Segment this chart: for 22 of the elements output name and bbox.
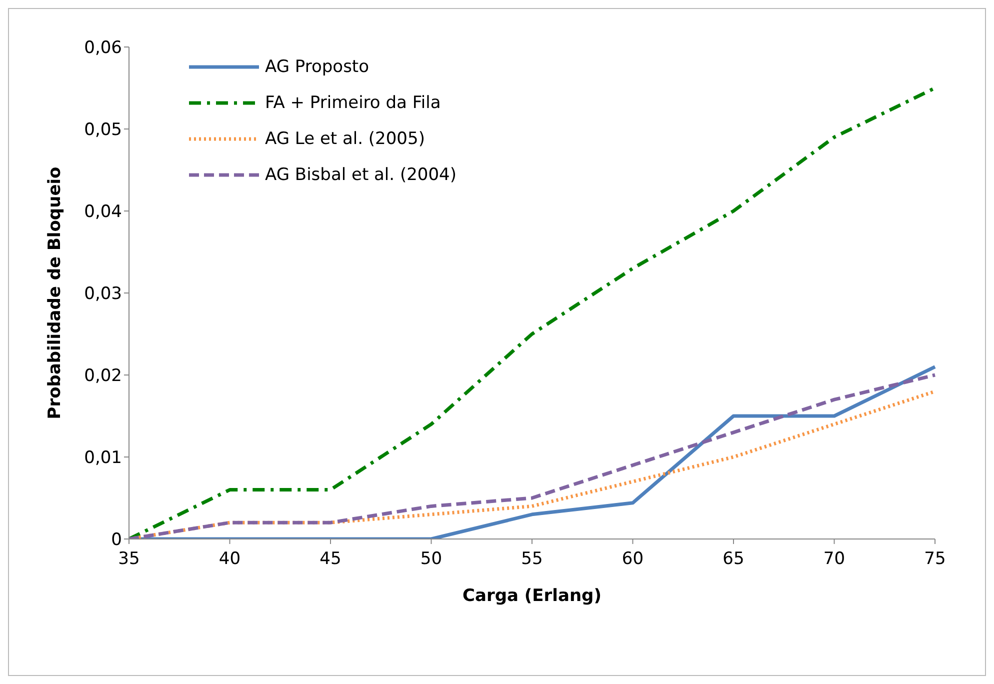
x-tick-label: 35 bbox=[118, 549, 140, 570]
y-tick-label: 0,06 bbox=[84, 38, 122, 58]
x-axis-title: Carga (Erlang) bbox=[462, 586, 602, 606]
x-tick-label: 70 bbox=[823, 549, 846, 570]
legend-label: AG Bisbal et al. (2004) bbox=[265, 165, 456, 185]
y-tick-label: 0,04 bbox=[84, 202, 122, 222]
x-tick-label: 65 bbox=[722, 549, 744, 570]
y-tick-label: 0 bbox=[111, 530, 122, 550]
y-tick-label: 0,02 bbox=[84, 366, 122, 386]
x-tick-label: 75 bbox=[924, 549, 946, 570]
x-tick-label: 40 bbox=[218, 549, 241, 570]
legend-label: AG Proposto bbox=[265, 57, 369, 77]
x-tick-label: 50 bbox=[420, 549, 442, 570]
y-tick-label: 0,05 bbox=[84, 120, 122, 140]
y-tick-label: 0,03 bbox=[84, 284, 122, 304]
legend-label: AG Le et al. (2005) bbox=[265, 129, 425, 149]
y-axis-title: Probabilidade de Bloqueio bbox=[45, 166, 66, 420]
y-tick-label: 0,01 bbox=[84, 448, 122, 468]
x-tick-label: 55 bbox=[521, 549, 543, 570]
x-tick-label: 45 bbox=[320, 549, 342, 570]
legend-label: FA + Primeiro da Fila bbox=[265, 93, 441, 113]
x-tick-label: 60 bbox=[622, 549, 644, 570]
